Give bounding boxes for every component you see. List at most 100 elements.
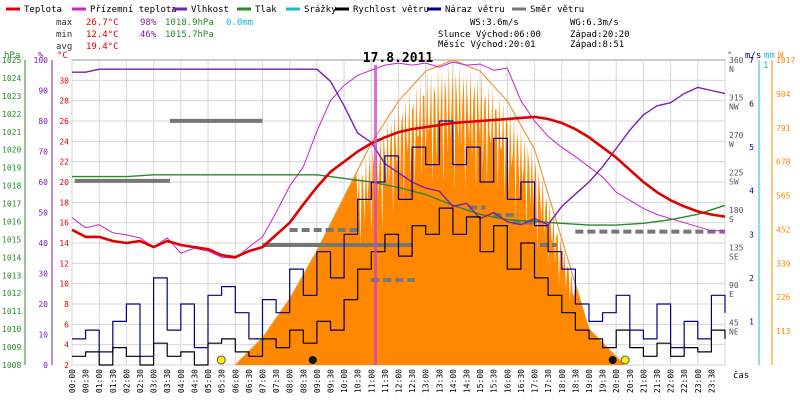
tick-time-45: 22:30 [680, 369, 689, 393]
info-block: WS:3.6m/s WG:6.3m/s Slunce Východ:06:00 … [438, 18, 630, 50]
tick-time-42: 21:00 [639, 369, 648, 393]
tick-wind-4: 5 [749, 143, 754, 152]
axis-header-mm: mm [764, 51, 775, 61]
tick-pressure-12: 1020 [2, 146, 21, 155]
tick-solar-5: 678 [776, 158, 791, 167]
tick-pressure-14: 1022 [2, 110, 21, 119]
moonrise-marker [608, 356, 617, 364]
info-wg: WG:6.3m/s [570, 18, 619, 28]
tick-humidity-0: 0 [43, 361, 48, 370]
tick-dir-deg-6: 315 [729, 94, 744, 103]
stats-max-temp: 26.7°C [86, 18, 119, 28]
tick-temp-9: 20 [59, 178, 69, 187]
tick-dir-deg-2: 135 [729, 244, 744, 253]
tick-solar-7: 904 [776, 90, 791, 99]
tick-dir-name-7: N [729, 65, 734, 74]
tick-wind-0: 1 [749, 317, 754, 326]
tick-temp-0: 2 [64, 361, 69, 370]
series-lines [71, 61, 726, 366]
info-ws: WS:3.6m/s [470, 18, 519, 28]
tick-dir-deg-3: 180 [729, 206, 744, 215]
solar-envelope [234, 59, 623, 366]
tick-time-44: 22:00 [667, 369, 676, 393]
tick-time-10: 05:00 [204, 369, 213, 393]
tick-time-24: 12:00 [395, 369, 404, 393]
tick-dir-deg-7: 360 [729, 56, 744, 65]
tick-dir-deg-5: 270 [729, 131, 744, 140]
tick-time-34: 17:00 [531, 369, 540, 393]
sunset-marker [620, 355, 630, 365]
tick-time-39: 19:30 [599, 369, 608, 393]
tick-dir-name-5: W [729, 140, 734, 149]
tick-solar-3: 452 [776, 225, 791, 234]
tick-time-32: 16:00 [503, 369, 512, 393]
tick-solar-6: 791 [776, 124, 791, 133]
legend-label-0: Teplota [24, 5, 62, 15]
tick-pressure-1: 1009 [2, 343, 21, 352]
legend-label-4: Srážky [304, 5, 337, 15]
tick-dir-name-4: SW [729, 178, 739, 187]
tick-humidity-2: 20 [38, 300, 48, 309]
stats-avg-label: avg [56, 42, 72, 52]
tick-time-8: 04:00 [177, 369, 186, 393]
tick-time-15: 07:30 [272, 369, 281, 393]
tick-time-4: 02:00 [122, 369, 131, 393]
series-prizemni-teplota [71, 61, 725, 259]
tick-pressure-2: 1010 [2, 325, 21, 334]
tick-humidity-8: 80 [38, 117, 48, 126]
axis-mm-top: 1 [763, 61, 768, 71]
tick-time-26: 13:00 [422, 369, 431, 393]
tick-pressure-9: 1017 [2, 200, 21, 209]
stats-max-rain: 0.0mm [226, 18, 253, 28]
tick-dir-deg-0: 45 [729, 319, 739, 328]
tick-temp-6: 14 [59, 239, 69, 248]
tick-temp-12: 26 [59, 117, 69, 126]
info-mesic-zapad: Západ:8:51 [570, 40, 624, 50]
tick-pressure-16: 1024 [2, 74, 21, 83]
tick-humidity-1: 10 [38, 331, 48, 340]
tick-temp-7: 16 [59, 219, 69, 228]
tick-time-11: 05:30 [218, 369, 227, 393]
tick-temp-1: 4 [64, 341, 69, 350]
tick-time-18: 09:00 [313, 369, 322, 393]
legend-label-7: Směr větru [530, 5, 584, 15]
tick-wind-6: 7 [749, 56, 754, 65]
tick-pressure-11: 1019 [2, 164, 21, 173]
tick-solar-0: 113 [776, 327, 791, 336]
tick-dir-name-6: NW [729, 103, 739, 112]
tick-wind-3: 4 [749, 187, 754, 196]
tick-time-5: 02:30 [136, 369, 145, 393]
tick-time-19: 09:30 [326, 369, 335, 393]
tick-time-29: 14:30 [463, 369, 472, 393]
series-teplota [71, 115, 726, 259]
tick-time-14: 07:00 [258, 369, 267, 393]
tick-pressure-15: 1023 [2, 92, 21, 101]
tick-time-20: 10:00 [340, 369, 349, 393]
tick-solar-4: 565 [776, 192, 791, 201]
tick-time-31: 15:30 [490, 369, 499, 393]
tick-time-16: 08:00 [286, 369, 295, 393]
tick-time-6: 03:00 [150, 369, 159, 393]
tick-humidity-9: 90 [38, 87, 48, 96]
tick-solar-1: 226 [776, 293, 791, 302]
tick-humidity-6: 60 [38, 178, 48, 187]
tick-temp-13: 28 [59, 97, 69, 106]
tick-time-9: 04:30 [190, 369, 199, 393]
tick-time-23: 11:30 [381, 369, 390, 393]
tick-temp-4: 10 [59, 280, 69, 289]
tick-humidity-3: 30 [38, 270, 48, 279]
tick-humidity-4: 40 [38, 239, 48, 248]
legend-label-2: Vlhkost [191, 5, 229, 15]
tick-time-40: 20:00 [612, 369, 621, 393]
tick-solar-2: 339 [776, 259, 791, 268]
tick-humidity-7: 70 [38, 148, 48, 157]
tick-time-37: 18:30 [571, 369, 580, 393]
axis-header-degc: °C [57, 51, 68, 61]
tick-pressure-17: 1025 [2, 56, 21, 65]
tick-time-46: 23:00 [694, 369, 703, 393]
legend: Teplota Přízemní teplota Vlhkost Tlak Srážky… [6, 5, 584, 15]
tick-time-25: 12:30 [408, 369, 417, 393]
sun-moon-markers [216, 355, 630, 365]
stats-block: max 26.7°C 98% 1018.9hPa 0.0mm min 12.4°… [56, 18, 253, 52]
